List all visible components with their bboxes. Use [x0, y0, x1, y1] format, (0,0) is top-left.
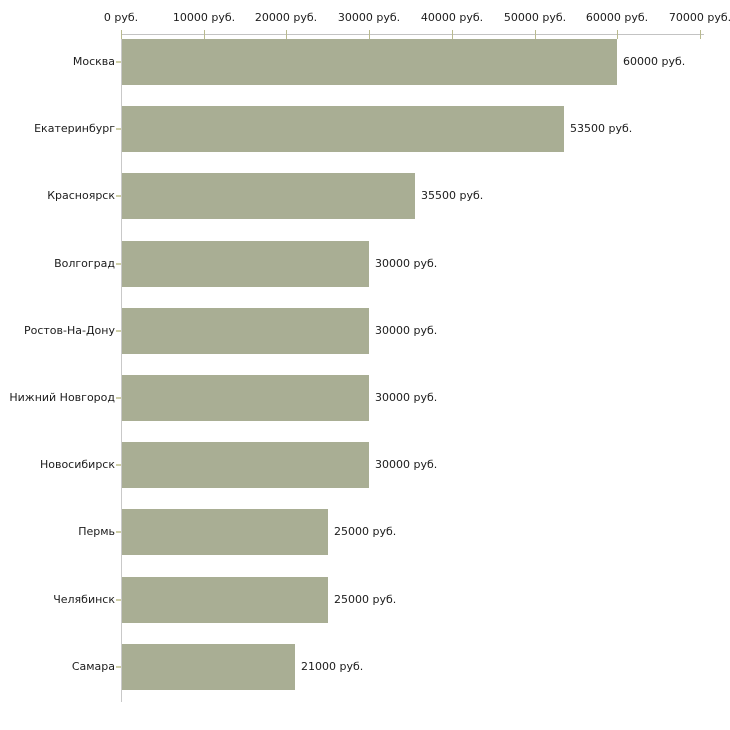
bar [122, 375, 369, 421]
bar [122, 39, 617, 85]
y-axis-line [121, 34, 122, 702]
x-axis-tick-label: 30000 руб. [337, 11, 401, 24]
value-label: 30000 руб. [375, 257, 438, 270]
bar [122, 644, 295, 690]
category-label: Новосибирск [39, 458, 115, 471]
category-tick-mark [116, 128, 121, 130]
bar [122, 509, 328, 555]
value-label: 21000 руб. [301, 660, 364, 673]
value-label: 25000 руб. [334, 525, 397, 538]
value-label: 35500 руб. [421, 189, 484, 202]
category-label: Ростов-На-Дону [23, 324, 115, 337]
value-label: 53500 руб. [570, 122, 633, 135]
value-label: 30000 руб. [375, 458, 438, 471]
value-label: 25000 руб. [334, 593, 397, 606]
x-axis-tick-mark [121, 30, 122, 39]
x-axis-tick-label: 10000 руб. [172, 11, 236, 24]
x-axis-tick-mark [204, 30, 205, 39]
category-label: Пермь [78, 525, 115, 538]
category-tick-mark [116, 666, 121, 668]
category-label: Волгоград [54, 257, 115, 270]
bar [122, 106, 564, 152]
x-axis-tick-mark [535, 30, 536, 39]
category-tick-mark [116, 464, 121, 466]
x-axis-tick-mark [369, 30, 370, 39]
x-axis-tick-mark [452, 30, 453, 39]
category-tick-mark [116, 263, 121, 265]
value-label: 30000 руб. [375, 324, 438, 337]
category-tick-mark [116, 195, 121, 197]
category-label: Самара [71, 660, 115, 673]
x-axis-tick-mark [617, 30, 618, 39]
category-label: Екатеринбург [34, 122, 115, 135]
x-axis-tick-label: 60000 руб. [585, 11, 649, 24]
category-label: Челябинск [53, 593, 115, 606]
value-label: 30000 руб. [375, 391, 438, 404]
x-axis-tick-label: 40000 руб. [420, 11, 484, 24]
category-label: Москва [72, 55, 115, 68]
x-axis-tick-label: 0 руб. [103, 11, 139, 24]
category-label: Красноярск [47, 189, 115, 202]
bar [122, 241, 369, 287]
category-tick-mark [116, 330, 121, 332]
value-label: 60000 руб. [623, 55, 686, 68]
bar [122, 308, 369, 354]
category-tick-mark [116, 61, 121, 63]
category-tick-mark [116, 599, 121, 601]
bar [122, 442, 369, 488]
category-tick-mark [116, 397, 121, 399]
x-axis-tick-mark [286, 30, 287, 39]
x-axis-tick-label: 70000 руб. [668, 11, 730, 24]
category-label: Нижний Новгород [9, 391, 115, 404]
category-tick-mark [116, 531, 121, 533]
x-axis-tick-label: 20000 руб. [254, 11, 318, 24]
x-axis-tick-mark [700, 30, 701, 39]
bar [122, 173, 415, 219]
x-axis-line [121, 34, 704, 35]
x-axis-tick-label: 50000 руб. [503, 11, 567, 24]
bar [122, 577, 328, 623]
